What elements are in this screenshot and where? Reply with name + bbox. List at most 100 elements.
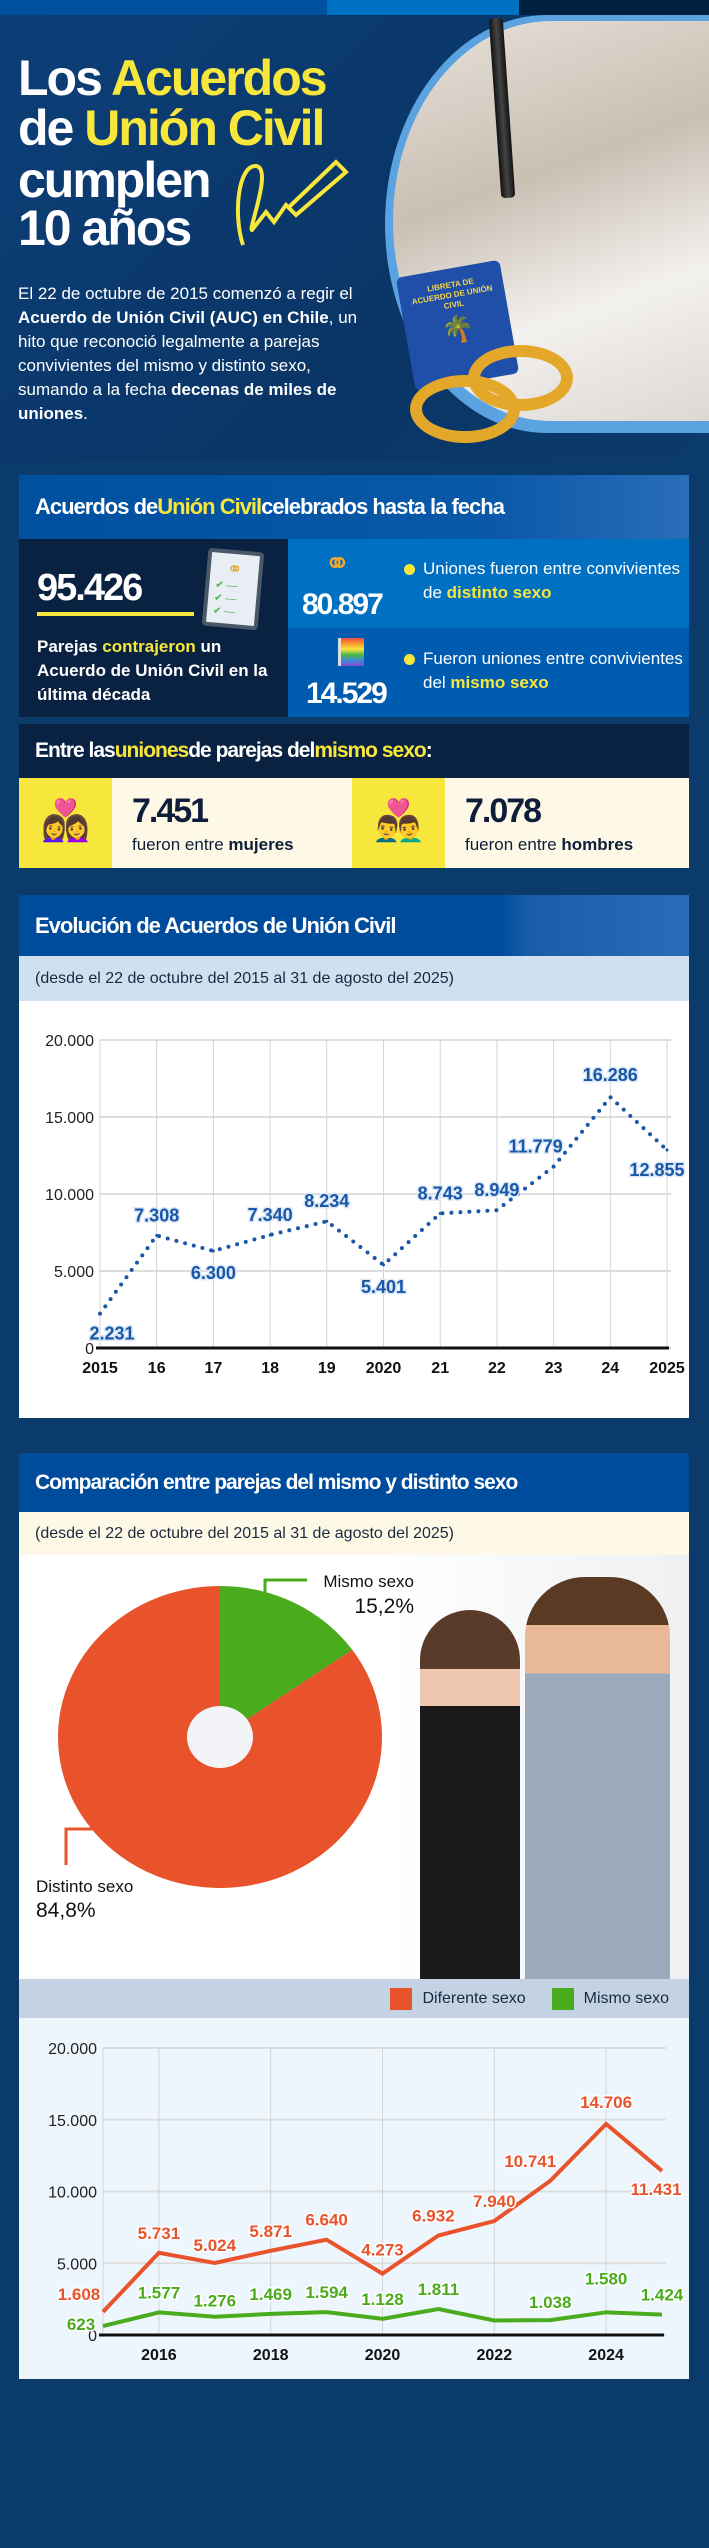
x-tick-label: 18 [261, 1360, 279, 1377]
data-label: 1.608 [58, 2285, 101, 2304]
y-tick-label: 10.000 [48, 2185, 97, 2202]
legend-label-mismo: Mismo sexo [583, 1989, 669, 2007]
men-text: fueron entre hombres [465, 835, 634, 854]
x-tick-label: 2025 [649, 1360, 685, 1377]
x-tick-label: 23 [545, 1360, 563, 1377]
underline [37, 612, 194, 616]
x-tick-label: 2018 [253, 2347, 289, 2364]
data-label: 6.932 [412, 2207, 455, 2226]
x-tick-label: 2016 [141, 2347, 177, 2364]
data-label: 8.743 [418, 1183, 463, 1203]
data-label: 1.580 [585, 2269, 628, 2288]
x-tick-label: 22 [488, 1360, 506, 1377]
data-point [608, 1095, 612, 1099]
data-label: 1.811 [418, 2280, 460, 2299]
y-tick-label: 5.000 [54, 1264, 94, 1281]
data-label: 1.038 [529, 2293, 572, 2312]
x-tick-label: 16 [148, 1360, 166, 1377]
data-point [155, 1233, 159, 1237]
distinto-panel: ⚭ 80.897 Uniones fueron entre convivient… [288, 539, 689, 628]
pie-slice [220, 1586, 353, 1737]
rings-icon: ⚭ [324, 545, 351, 581]
evolution-line-chart: 0 5.000 10.000 15.000 20.000 2015 16 17 18 19 2020… [19, 1001, 689, 1418]
top-stripe-1 [0, 0, 327, 15]
y-tick-label: 5.000 [57, 2256, 97, 2273]
y-tick-label: 0 [88, 2328, 97, 2345]
total-value: 95.426 [37, 567, 143, 609]
legend-swatch-mismo [551, 1987, 574, 2010]
data-point [211, 1249, 215, 1253]
data-label: 8.234 [304, 1191, 349, 1211]
data-label: 7.940 [473, 2192, 516, 2211]
booklet-text: LIBRETA DE ACUERDO DE UNIÓN CIVIL [411, 276, 494, 312]
y-tick-label: 15.000 [45, 1110, 94, 1127]
y-tick-label: 10.000 [45, 1187, 94, 1204]
data-point [382, 1263, 385, 1267]
data-label: 1.577 [138, 2283, 181, 2302]
data-label: 5.024 [194, 2236, 237, 2255]
legend-label-diferente: Diferente sexo [422, 1989, 526, 2007]
series-line [98, 1094, 669, 1316]
data-label: 1.424 [641, 2286, 684, 2305]
women-couple-icon: 👩‍❤️‍👩 [19, 778, 112, 868]
data-label: 6.300 [191, 1263, 236, 1283]
legend-swatch-diferente [390, 1987, 413, 2010]
y-tick-label: 0 [85, 1341, 94, 1358]
series-line-mismo [102, 2306, 663, 2329]
same-sex-header: Entre las uniones de parejas del mismo s… [19, 724, 689, 778]
comparison-line-chart: 0 5.000 10.000 15.000 20.000 2016 2018 2020 2022… [19, 2018, 689, 2379]
bullet-icon [404, 654, 415, 665]
distinto-value: 80.897 [302, 588, 384, 621]
data-label: 12.855 [629, 1160, 684, 1180]
data-point [552, 1165, 556, 1169]
data-label: 10.741 [504, 2152, 556, 2171]
data-label: 7.308 [134, 1205, 179, 1225]
slice-label: 84,8% [36, 1899, 96, 1922]
data-label: 16.286 [583, 1065, 638, 1085]
data-point [325, 1219, 329, 1223]
slice-name: Mismo sexo [323, 1572, 414, 1591]
data-label: 5.871 [249, 2222, 292, 2241]
slice-name: Distinto sexo [36, 1877, 133, 1896]
data-label: 5.401 [361, 1277, 406, 1297]
data-label: 4.273 [361, 2241, 404, 2260]
data-label: 6.640 [305, 2211, 348, 2230]
data-point [665, 1148, 669, 1152]
data-label: 1.469 [249, 2285, 292, 2304]
x-tick-label: 2020 [366, 1360, 402, 1377]
series-line-diferente [101, 2121, 664, 2314]
women-value: 7.451 [132, 792, 209, 830]
total-panel: 95.426 ⚭ ✔ –– ✔ –– ✔ –– Parejas contrajeron… [19, 539, 288, 717]
data-label: 1.276 [194, 2292, 237, 2311]
signature-pen-icon [235, 159, 349, 246]
x-tick-label: 17 [205, 1360, 223, 1377]
gold-ring-image [468, 345, 573, 411]
x-tick-label: 2024 [588, 2347, 624, 2364]
men-value: 7.078 [465, 792, 542, 830]
y-tick-label: 20.000 [48, 2041, 97, 2058]
data-label: 2.231 [89, 1324, 134, 1344]
women-text: fueron entre mujeres [132, 835, 294, 854]
evolution-title: Evolución de Acuerdos de Unión Civil [19, 895, 689, 956]
donut-hole [187, 1706, 253, 1768]
data-label: 623 [67, 2315, 95, 2334]
chart-legend: Diferente sexo Mismo sexo [19, 1979, 689, 2018]
total-description: Parejas contrajeron un Acuerdo de Unión … [37, 637, 268, 704]
x-tick-label: 21 [431, 1360, 449, 1377]
data-label: 1.128 [361, 2290, 404, 2309]
y-tick-label: 15.000 [48, 2113, 97, 2130]
data-label: 8.949 [474, 1180, 519, 1200]
men-card: 7.078 fueron entre hombres [445, 778, 689, 868]
data-point [438, 1211, 442, 1215]
distinto-text: Uniones fueron entre convivientes de dis… [423, 559, 681, 602]
data-label: 11.779 [509, 1137, 563, 1157]
leader-line [64, 1827, 132, 1865]
women-card: 7.451 fueron entre mujeres [112, 778, 352, 868]
slice-label: 15,2% [354, 1595, 414, 1618]
comparison-subtitle: (desde el 22 de octubre del 2015 al 31 d… [19, 1512, 689, 1555]
comparison-title: Comparación entre parejas del mismo y di… [19, 1453, 689, 1512]
x-tick-label: 19 [318, 1360, 336, 1377]
comparison-pie-chart: Mismo sexo 15,2% Distinto sexo 84,8% [36, 1572, 414, 1922]
y-tick-label: 20.000 [45, 1033, 94, 1050]
top-stripe-3 [519, 0, 709, 15]
